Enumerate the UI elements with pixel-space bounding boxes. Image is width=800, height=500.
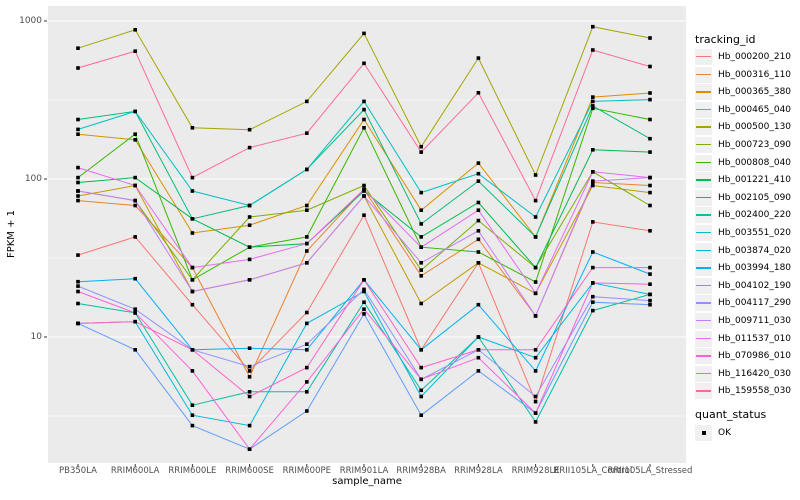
series-line-icon	[696, 302, 711, 304]
series-line-icon	[696, 320, 711, 322]
legend-item-label: Hb_004117_290	[718, 298, 792, 309]
legend-key-swatch	[695, 225, 712, 241]
legend-item-label: Hb_000500_130	[718, 122, 792, 133]
series-line-icon	[696, 337, 711, 339]
series-line-icon	[696, 144, 711, 146]
legend-item-label: Hb_000808_040	[718, 157, 792, 168]
point-marker-icon	[701, 431, 706, 435]
series-line-icon	[696, 355, 711, 357]
x-tick-label: RRIM600LE	[168, 466, 217, 476]
series-line-icon	[696, 108, 711, 111]
legend-quant-status-title: quant_status	[695, 408, 767, 421]
legend-key-swatch	[695, 277, 712, 294]
chart-plot-panel	[44, 6, 686, 467]
series-line-icon	[696, 267, 711, 269]
legend-key-swatch	[695, 66, 712, 83]
y-tick-label: 10	[30, 331, 42, 342]
legend-key-swatch	[695, 260, 712, 277]
series-line-icon	[696, 73, 711, 75]
series-line-icon	[696, 284, 711, 287]
legend-item-label: Hb_003994_180	[718, 263, 792, 274]
legend-key-swatch	[695, 101, 712, 118]
legend-item-label: Hb_009711_030	[718, 316, 792, 326]
x-tick-label: RRIM600PE	[282, 466, 331, 476]
legend-key-swatch	[695, 49, 712, 65]
series-line-icon	[696, 91, 711, 93]
series-line-icon	[696, 390, 711, 392]
legend-key-swatch	[695, 348, 712, 365]
x-tick-label: RRIM928BA	[396, 466, 446, 476]
x-tick-label: RRIM600LA	[110, 466, 160, 476]
legend-item-label: Hb_116420_030	[718, 368, 792, 379]
x-tick-label: RRIM600SE	[225, 466, 274, 476]
legend-key-swatch	[695, 119, 712, 136]
legend-key-swatch	[695, 172, 712, 189]
legend-item-label: Hb_070986_010	[718, 351, 792, 362]
legend-key-swatch	[695, 84, 712, 101]
legend-item-label: Hb_003551_020	[718, 228, 792, 238]
legend-key-swatch	[695, 313, 712, 329]
legend-item-label: Hb_000200_210	[718, 52, 792, 62]
legend-item-label: Hb_001221_410	[718, 175, 792, 186]
legend-key-swatch	[695, 295, 712, 312]
series-line-icon	[696, 56, 711, 58]
x-tick-label: RRII105LA_Control	[553, 466, 633, 476]
legend-item-label: Hb_011537_010	[718, 333, 792, 344]
legend-tracking-id-title: tracking_id	[695, 33, 756, 46]
legend-item-label: Hb_000723_090	[718, 140, 792, 150]
x-tick-label: PB350LA	[59, 466, 97, 476]
series-line-icon	[696, 126, 711, 128]
legend-item-label: Hb_000316_110	[718, 69, 792, 80]
legend-key-swatch	[695, 137, 712, 153]
x-tick-label: RRIM928LA	[454, 466, 503, 476]
x-axis-title: sample_name	[332, 476, 402, 487]
legend-key-swatch	[695, 189, 712, 206]
x-tick-label: RRIM928LE	[511, 466, 560, 476]
legend-item-label: Hb_002400_220	[718, 210, 792, 221]
y-tick-label: 1000	[19, 15, 42, 26]
legend-key-swatch	[695, 154, 712, 171]
legend-item-label: Hb_159558_030	[718, 386, 792, 397]
x-tick-label: RRIM901LA	[339, 466, 389, 476]
legend-item-label: Hb_004102_190	[718, 280, 792, 291]
series-line-icon	[696, 161, 711, 163]
legend-key-swatch	[695, 365, 712, 382]
series-line-icon	[696, 196, 711, 199]
series-line-icon	[696, 232, 711, 234]
quant-status-label: OK	[718, 428, 731, 438]
legend-key-swatch	[695, 207, 712, 224]
series-line-icon	[696, 372, 711, 375]
legend-item-label: Hb_003874_020	[718, 245, 792, 256]
y-axis-title-text: FPKM + 1	[6, 209, 17, 259]
x-tick-label: RRII105LA_Stressed	[607, 466, 693, 476]
legend-key-swatch	[695, 242, 712, 259]
legend-item-label: Hb_000465_040	[718, 104, 792, 115]
legend-item-label: Hb_002105_090	[718, 192, 792, 203]
quant-status-key	[695, 425, 712, 441]
y-tick-label: 100	[24, 173, 42, 184]
series-line-icon	[696, 214, 711, 216]
legend-item-label: Hb_000365_380	[718, 87, 792, 98]
legend-key-swatch	[695, 383, 712, 400]
series-line-icon	[696, 179, 711, 181]
series-line-icon	[696, 249, 711, 251]
legend-key-swatch	[695, 330, 712, 347]
